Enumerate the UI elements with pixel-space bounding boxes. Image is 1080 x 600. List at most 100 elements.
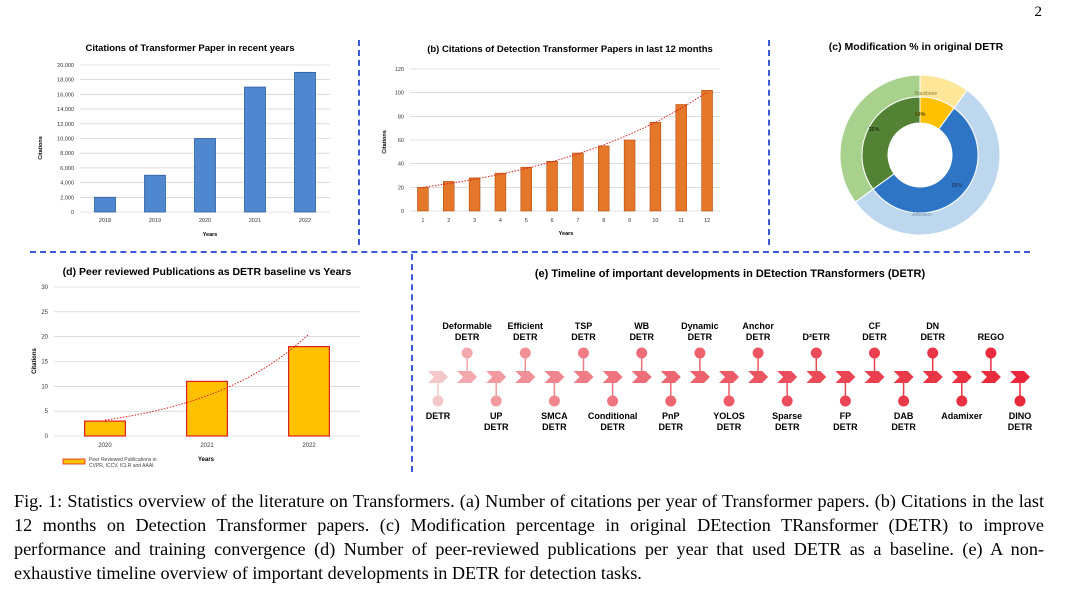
timeline-dot-top — [694, 347, 706, 359]
timeline-dot-smca — [548, 395, 560, 407]
y-tick-label: 0 — [45, 434, 49, 440]
chart-c-title: (c) Modification % in original DETR — [829, 41, 1004, 53]
timeline-dot-sparse — [781, 395, 793, 407]
bar-8 — [598, 145, 610, 212]
y-tick-label: 120 — [395, 67, 404, 73]
timeline-label-top-sub: DETR — [571, 332, 596, 342]
inner-slice-1 — [872, 107, 979, 214]
x-tick-label: 6 — [551, 218, 554, 224]
timeline-chevron — [777, 371, 798, 383]
x-tick-label: 12 — [704, 218, 710, 224]
x-tick-label: 5 — [525, 218, 528, 224]
timeline-chevron — [602, 371, 623, 383]
timeline-chevron — [1010, 371, 1030, 383]
bar-11 — [675, 104, 687, 212]
timeline-chevron — [573, 371, 594, 383]
timeline-label-bottom-sub: DETR — [717, 422, 742, 432]
timeline-chevron — [428, 371, 448, 383]
y-tick-label: 6,000 — [60, 166, 74, 172]
legend-text: Peer Reviewed Publications in CVPR, ICCV,… — [89, 457, 157, 469]
bar-2022 — [288, 345, 331, 437]
timeline-dot-dino — [1014, 395, 1026, 407]
timeline-label-top-sub: DETR — [920, 332, 945, 342]
chart-a-title: Citations of Transformer Paper in recent… — [85, 43, 294, 54]
y-tick-label: 0 — [71, 210, 74, 216]
bar-2019 — [144, 174, 166, 213]
timeline-label-bottom: DAB — [894, 411, 914, 421]
divider-row — [30, 251, 1030, 253]
divider-a-b — [358, 40, 360, 245]
timeline-label-bottom: Sparse — [772, 411, 802, 421]
x-tick-label: 2019 — [149, 218, 161, 224]
y-tick-label: 5 — [45, 409, 49, 415]
trendline — [104, 333, 310, 421]
timeline-dot-pnp — [665, 395, 677, 407]
timeline-dot-detr — [432, 395, 444, 407]
x-tick-label: 2022 — [302, 443, 316, 449]
y-tick-label: 18,000 — [57, 78, 74, 84]
timeline-dot-top — [461, 347, 473, 359]
timeline-label-bottom: SMCA — [541, 411, 568, 421]
timeline-label-bottom-sub: DETR — [1008, 422, 1033, 432]
timeline-dot-top — [636, 347, 648, 359]
slice-label-inner-35: 35% — [868, 127, 879, 133]
timeline-label-bottom-sub: DETR — [600, 422, 625, 432]
timeline-chevron — [457, 371, 478, 383]
bar-12 — [701, 89, 713, 212]
timeline-label-top-sub: DETR — [455, 332, 480, 342]
chart-b-ylabel: Citations — [382, 130, 388, 154]
chart-d-ylabel: Citations — [32, 348, 38, 374]
timeline-e: (e) Timeline of important developments i… — [426, 268, 1033, 432]
y-tick-label: 25 — [41, 310, 48, 316]
timeline-dot-top — [752, 347, 764, 359]
timeline-label-bottom: UP — [490, 411, 503, 421]
timeline-dot-top — [519, 347, 531, 359]
figure-caption: Fig. 1: Statistics overview of the liter… — [14, 489, 1044, 585]
slice-label-inner-10: 10% — [914, 112, 925, 118]
timeline-chevron — [486, 371, 507, 383]
bar-2020 — [83, 420, 126, 437]
chart-b-citations-detr: (b) Citations of Detection Transformer P… — [382, 44, 720, 237]
bar-1 — [417, 187, 429, 212]
timeline-dot-top — [927, 347, 939, 359]
y-tick-label: 80 — [398, 114, 404, 120]
chart-d-xlabel: Years — [198, 457, 215, 463]
caption-label: Fig. 1: — [14, 491, 63, 511]
timeline-dot-top — [578, 347, 589, 359]
timeline-label-top-sub: DETR — [513, 332, 538, 342]
legend-swatch — [62, 458, 86, 465]
y-tick-label: 20 — [41, 335, 48, 341]
x-tick-label: 10 — [652, 218, 658, 224]
y-tick-label: 10 — [41, 384, 48, 390]
timeline-label-top: Anchor — [742, 321, 774, 331]
bar-2021 — [186, 380, 229, 437]
timeline-chevron — [515, 371, 536, 383]
timeline-chevron — [806, 371, 827, 383]
bar-3 — [468, 177, 481, 212]
timeline-chevron — [748, 371, 769, 383]
timeline-label-top: Deformable — [442, 321, 492, 331]
chart-b-title: (b) Citations of Detection Transformer P… — [427, 44, 713, 55]
timeline-label-top: DN — [926, 321, 939, 331]
timeline-label-top: CF — [869, 321, 881, 331]
timeline-label-bottom: PnP — [662, 411, 680, 421]
timeline-title: (e) Timeline of important developments i… — [535, 268, 926, 280]
bar-4 — [494, 172, 507, 212]
chart-b-xlabel: Years — [559, 231, 574, 237]
timeline-dot-conditional — [607, 395, 619, 407]
x-tick-label: 8 — [602, 218, 605, 224]
timeline-dot-fp — [839, 395, 851, 407]
timeline-label-top: Efficient — [508, 321, 544, 331]
timeline-label-bottom-sub: DETR — [833, 422, 858, 432]
bar-5 — [520, 166, 532, 212]
x-tick-label: 2021 — [200, 443, 214, 449]
timeline-label-top: TSP — [575, 321, 593, 331]
timeline-dot-adamixer — [956, 395, 968, 407]
timeline-label-top: D²ETR — [803, 332, 831, 342]
timeline-label-top: WB — [634, 321, 649, 331]
y-tick-label: 12,000 — [57, 122, 74, 128]
timeline-label-bottom-sub: DETR — [659, 422, 684, 432]
y-tick-label: 100 — [395, 91, 404, 97]
y-tick-label: 2,000 — [60, 195, 74, 201]
timeline-chevron — [835, 371, 856, 383]
